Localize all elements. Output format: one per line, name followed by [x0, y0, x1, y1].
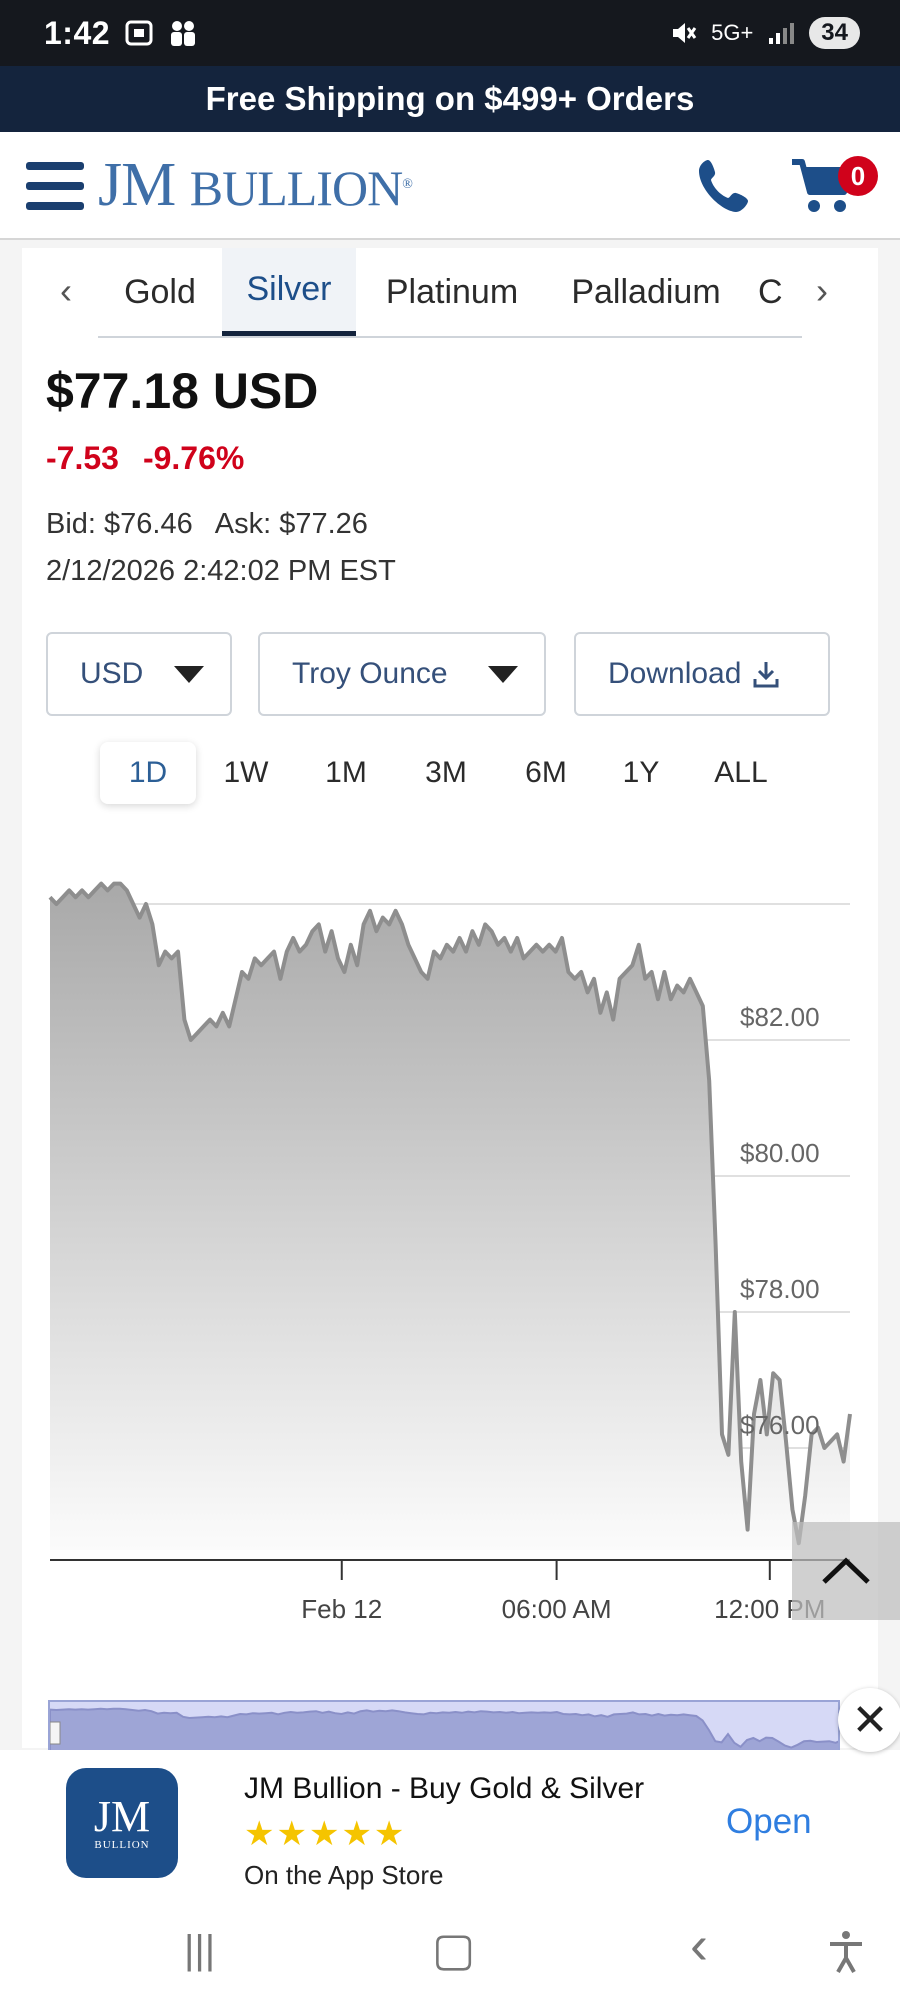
site-header: JM BULLION® — [0, 132, 900, 240]
tab-more[interactable]: C — [758, 272, 783, 311]
system-nav-bar: ||| ▢ ‹ — [0, 1900, 900, 2000]
navigator-svg — [50, 1707, 838, 1754]
network-type: 5G+ — [711, 20, 754, 45]
battery-level: 34 — [809, 17, 860, 49]
status-time: 1:42 — [44, 15, 198, 52]
unit-value: Troy Ounce — [292, 657, 448, 690]
navigator-handle[interactable] — [50, 1721, 61, 1745]
status-bar: 1:42 5G+ 34 — [0, 0, 900, 66]
currency-select[interactable]: USD — [46, 632, 232, 716]
download-button[interactable]: Download — [574, 632, 830, 716]
screenshot-icon — [125, 20, 153, 46]
app-title: JM Bullion - Buy Gold & Silver — [244, 1772, 645, 1805]
range-all[interactable]: ALL — [714, 756, 768, 789]
site-logo[interactable]: JM BULLION® — [98, 151, 413, 219]
price-chart-svg: $82.00$80.00$78.00$76.00 Feb 12 06:00 AM 1… — [48, 881, 852, 1624]
change-amount: -7.53 — [46, 440, 119, 476]
price-area — [50, 883, 850, 1550]
metal-tabs: ‹ Gold Silver Platinum Palladium C › — [40, 248, 860, 338]
range-1y[interactable]: 1Y — [622, 756, 660, 789]
price-change: -7.53 -9.76% — [46, 440, 244, 477]
accessibility-icon[interactable] — [826, 1930, 866, 1974]
chevron-up-icon — [822, 1557, 870, 1584]
y-tick-label: $82.00 — [740, 1002, 820, 1032]
tab-silver[interactable]: Silver — [222, 248, 356, 336]
range-1m[interactable]: 1M — [325, 756, 367, 789]
bid-price: Bid: $76.46 — [46, 508, 193, 540]
people-icon — [171, 21, 196, 46]
bid-ask: Bid: $76.46 Ask: $77.26 — [46, 508, 368, 541]
range-3m[interactable]: 3M — [425, 756, 467, 789]
tabs-prev-chevron-left-icon[interactable]: ‹ — [60, 270, 72, 311]
change-percent: -9.76% — [142, 440, 245, 476]
tab-palladium[interactable]: Palladium — [571, 272, 721, 311]
app-subtitle: On the App Store — [244, 1860, 444, 1890]
cart-count-badge: 0 — [838, 156, 878, 196]
signal-icon — [769, 23, 795, 44]
currency-value: USD — [80, 657, 144, 690]
recent-apps-button[interactable]: ||| — [184, 1928, 216, 1972]
range-selector: 1D 1W 1M 3M 6M 1Y ALL — [100, 742, 796, 804]
y-tick-label: $76.00 — [740, 1410, 820, 1440]
x-tick-label: 06:00 AM — [502, 1594, 612, 1624]
tab-gold[interactable]: Gold — [124, 272, 196, 311]
y-tick-label: $80.00 — [740, 1138, 820, 1168]
mute-icon — [673, 23, 697, 43]
back-button[interactable]: ‹ — [690, 1915, 708, 1975]
download-label: Download — [608, 657, 742, 690]
home-button[interactable]: ▢ — [432, 1923, 476, 1975]
download-icon — [753, 662, 779, 688]
promo-text: Free Shipping on $499+ Orders — [205, 80, 695, 117]
phone-icon[interactable] — [694, 156, 754, 216]
chart-navigator[interactable] — [48, 1700, 840, 1756]
quote-timestamp: 2/12/2026 2:42:02 PM EST — [46, 555, 396, 587]
x-tick-label: Feb 12 — [301, 1594, 382, 1624]
promo-banner[interactable]: Free Shipping on $499+ Orders — [0, 66, 900, 132]
clock: 1:42 — [44, 14, 111, 51]
tab-platinum[interactable]: Platinum — [385, 272, 519, 311]
close-banner-button[interactable]: ✕ — [838, 1688, 900, 1752]
price-chart[interactable]: $82.00 $80.00 $78.00 $76.00 Feb 12 06:00 AM 1… — [40, 850, 860, 1630]
range-1d[interactable]: 1D — [100, 742, 196, 804]
y-tick-label: $78.00 — [740, 1274, 820, 1304]
unit-select[interactable]: Troy Ounce — [258, 632, 546, 716]
metal-tabs-scroller: Gold Silver Platinum Palladium C — [98, 248, 802, 338]
open-app-button[interactable]: Open — [726, 1802, 812, 1841]
caret-down-icon — [174, 666, 204, 683]
range-6m[interactable]: 6M — [525, 756, 567, 789]
menu-icon[interactable] — [26, 162, 84, 210]
caret-down-icon — [488, 666, 518, 683]
app-icon: JM BULLION — [66, 1768, 178, 1878]
scroll-to-top-button[interactable] — [792, 1522, 900, 1620]
tabs-next-chevron-right-icon[interactable]: › — [816, 270, 828, 311]
rating-stars: ★★★★★ — [244, 1815, 407, 1853]
app-install-banner: JM BULLION JM Bullion - Buy Gold & Silve… — [0, 1750, 900, 1900]
price-line — [48, 881, 852, 1546]
ask-price: Ask: $77.26 — [214, 508, 368, 540]
range-1w[interactable]: 1W — [223, 756, 269, 789]
spot-price: $77.18 USD — [46, 363, 319, 419]
